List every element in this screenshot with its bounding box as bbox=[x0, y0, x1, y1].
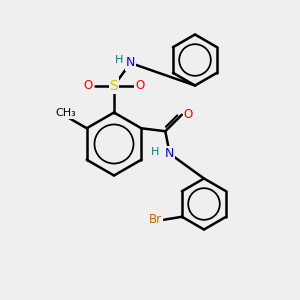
Text: H: H bbox=[151, 147, 159, 157]
Text: H: H bbox=[115, 55, 123, 65]
Text: S: S bbox=[110, 79, 118, 92]
Text: N: N bbox=[165, 147, 175, 160]
Text: CH₃: CH₃ bbox=[56, 108, 76, 118]
Text: Br: Br bbox=[149, 213, 162, 226]
Text: O: O bbox=[135, 79, 144, 92]
Text: O: O bbox=[84, 79, 93, 92]
Text: O: O bbox=[184, 108, 193, 121]
Text: N: N bbox=[126, 56, 135, 70]
